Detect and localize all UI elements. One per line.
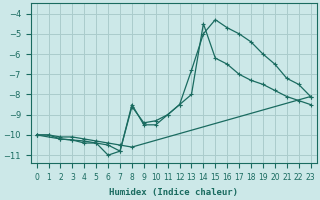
X-axis label: Humidex (Indice chaleur): Humidex (Indice chaleur) — [109, 188, 238, 197]
